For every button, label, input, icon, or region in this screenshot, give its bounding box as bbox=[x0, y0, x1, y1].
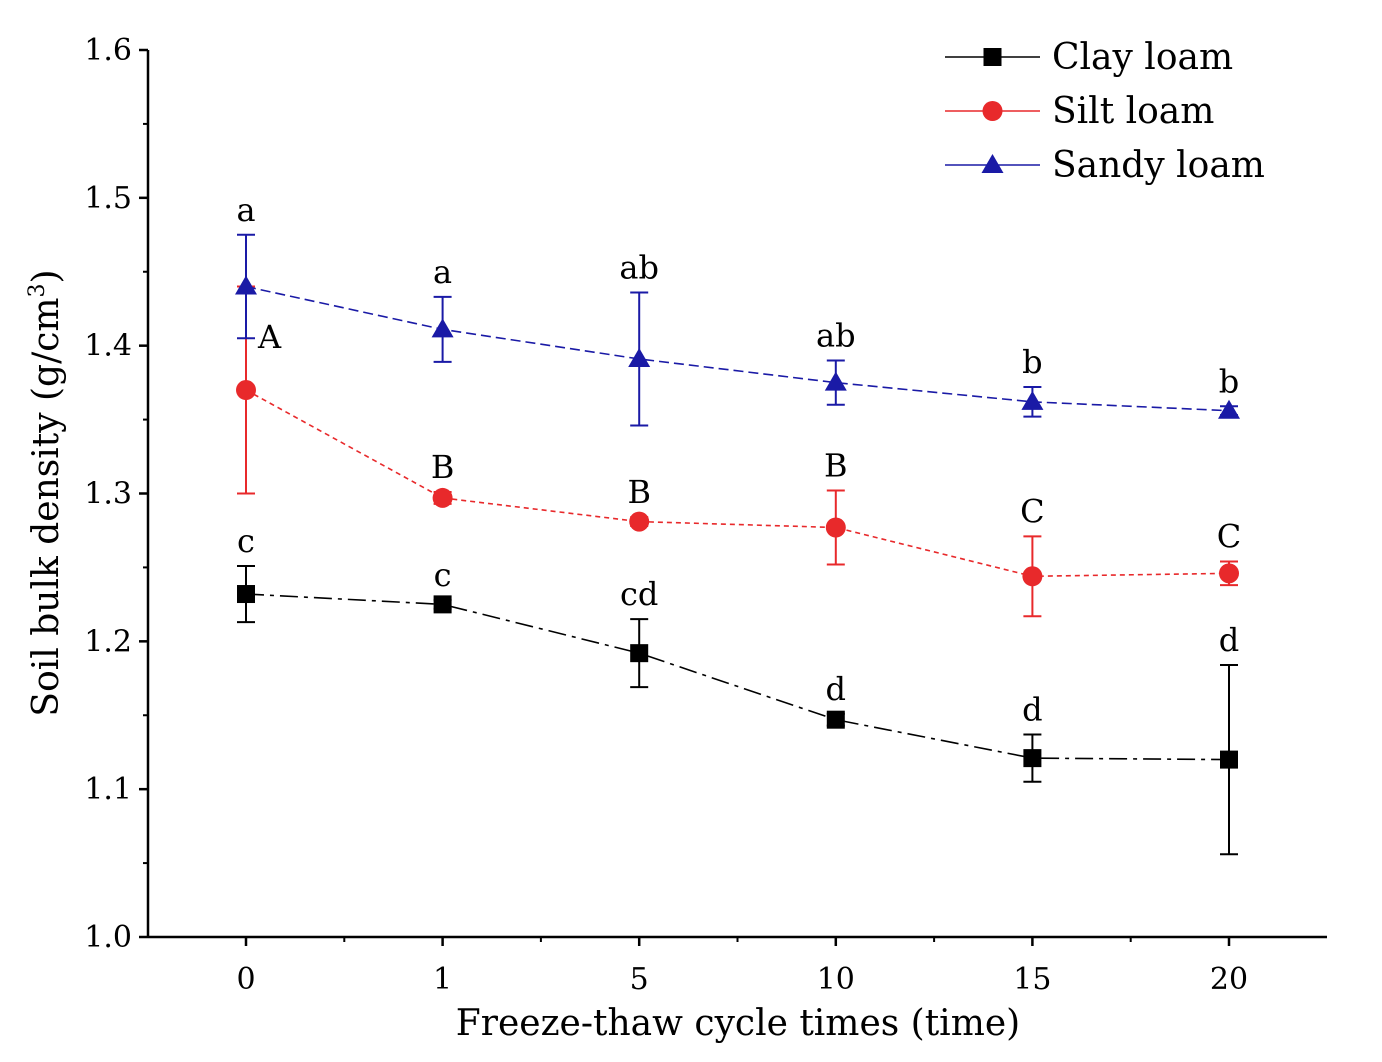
series-silt-loam bbox=[236, 285, 1239, 618]
data-point bbox=[433, 595, 452, 614]
legend-label: Clay loam bbox=[1052, 37, 1233, 78]
x-tick-label: 0 bbox=[236, 962, 255, 997]
x-tick-label: 5 bbox=[630, 962, 649, 997]
data-point bbox=[1022, 566, 1043, 587]
data-point bbox=[826, 710, 845, 729]
legend-item-clay-loam: Clay loam bbox=[945, 37, 1233, 78]
data-point bbox=[825, 517, 846, 538]
y-tick-label: 1.1 bbox=[84, 772, 132, 807]
significance-label: a bbox=[433, 253, 452, 291]
series-layer bbox=[235, 233, 1240, 856]
y-tick-label: 1.4 bbox=[84, 329, 132, 364]
series-line bbox=[245, 389, 1230, 578]
significance-label: d bbox=[1022, 690, 1042, 728]
data-point bbox=[1023, 749, 1042, 768]
data-point bbox=[237, 585, 255, 604]
data-point bbox=[630, 644, 649, 663]
significance-label: b bbox=[1219, 362, 1239, 400]
legend-marker bbox=[982, 101, 1003, 121]
significance-label: A bbox=[257, 318, 282, 356]
legend-label: Silt loam bbox=[1052, 91, 1214, 132]
x-tick-label: 1 bbox=[433, 962, 452, 997]
significance-labels: c c cd d d d A B B B C Ca a ab ab b b bbox=[236, 191, 1241, 729]
x-axis-title: Freeze-thaw cycle times (time) bbox=[456, 1003, 1020, 1044]
significance-label: B bbox=[431, 448, 455, 486]
legend: Clay loam Silt loam Sandy loam bbox=[945, 37, 1265, 186]
legend-marker bbox=[981, 154, 1004, 173]
y-axis-title-close: ) bbox=[26, 269, 67, 283]
data-point bbox=[628, 347, 651, 367]
y-axis-title-sup: 3 bbox=[25, 283, 50, 297]
x-tick-label: 20 bbox=[1210, 962, 1248, 997]
data-point bbox=[1218, 399, 1240, 419]
series-clay-loam bbox=[237, 564, 1238, 856]
series-line bbox=[245, 285, 1230, 412]
y-ticks: 1.0 1.1 1.2 1.3 1.4 1.5 1.6 bbox=[84, 33, 148, 955]
x-ticks: 0 1 5 10 15 20 bbox=[236, 937, 1248, 997]
data-point bbox=[1220, 750, 1238, 769]
y-axis-title: Soil bulk density (g/cm3) bbox=[25, 269, 67, 716]
y-tick-label: 1.0 bbox=[84, 920, 132, 955]
significance-label: c bbox=[237, 522, 255, 560]
significance-label: cd bbox=[620, 575, 658, 613]
significance-label: c bbox=[434, 556, 452, 594]
series-line bbox=[245, 593, 1230, 761]
data-point bbox=[824, 371, 847, 391]
legend-label: Sandy loam bbox=[1052, 145, 1265, 186]
data-point bbox=[235, 275, 257, 295]
data-point bbox=[432, 487, 453, 508]
significance-label: B bbox=[627, 473, 651, 511]
legend-item-silt-loam: Silt loam bbox=[945, 91, 1214, 132]
significance-label: b bbox=[1022, 343, 1042, 381]
x-tick-label: 10 bbox=[817, 962, 855, 997]
y-tick-label: 1.2 bbox=[84, 624, 132, 659]
significance-label: d bbox=[1219, 621, 1239, 659]
significance-label: B bbox=[824, 447, 848, 485]
significance-label: d bbox=[826, 670, 846, 708]
data-point bbox=[629, 511, 650, 532]
x-tick-label: 15 bbox=[1013, 962, 1051, 997]
significance-label: C bbox=[1217, 518, 1241, 556]
significance-label: a bbox=[236, 191, 255, 229]
significance-label: C bbox=[1020, 492, 1044, 530]
data-point bbox=[1021, 390, 1044, 410]
y-axis-title-main: Soil bulk density (g/cm bbox=[26, 297, 67, 716]
data-point bbox=[431, 318, 454, 338]
significance-label: ab bbox=[619, 248, 659, 286]
series-sandy-loam bbox=[235, 233, 1240, 427]
data-point bbox=[1219, 563, 1239, 584]
y-tick-label: 1.5 bbox=[84, 181, 132, 216]
y-tick-label: 1.3 bbox=[84, 477, 132, 512]
significance-label: ab bbox=[816, 316, 856, 354]
legend-item-sandy-loam: Sandy loam bbox=[945, 145, 1265, 186]
y-tick-label: 1.6 bbox=[84, 33, 132, 68]
legend-marker bbox=[983, 48, 1002, 66]
data-point bbox=[236, 380, 256, 401]
